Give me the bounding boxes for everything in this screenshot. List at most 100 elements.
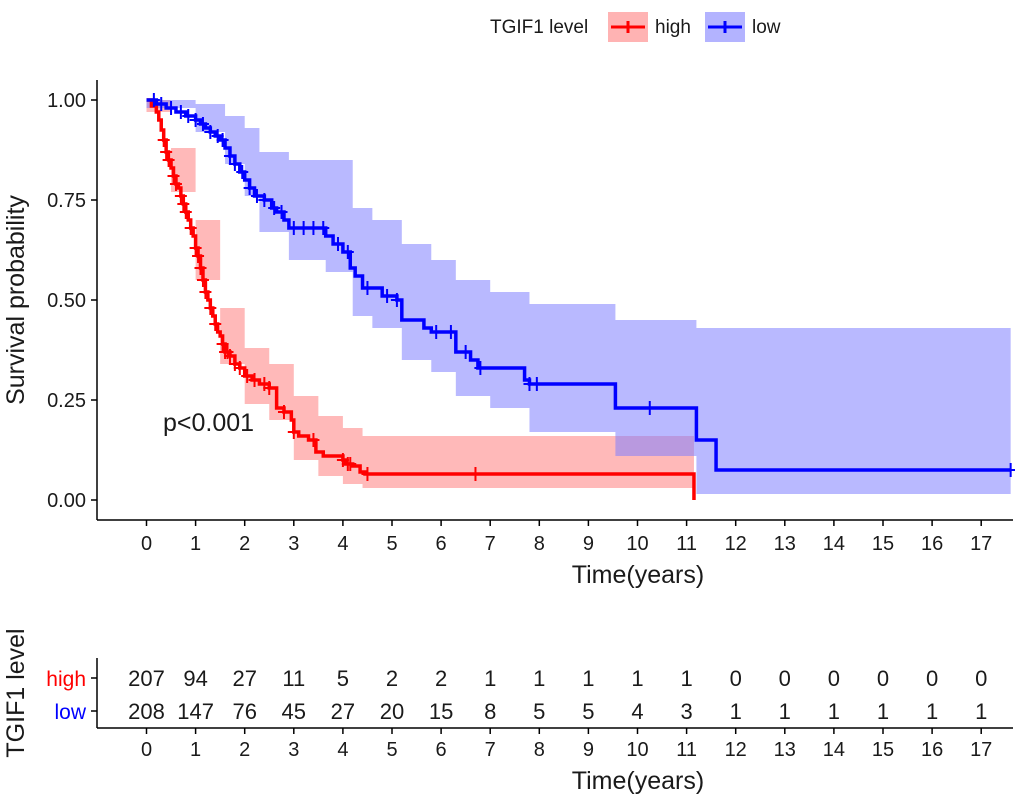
risk-cell-high: 0 <box>975 666 987 691</box>
censor-mark-low <box>459 345 472 359</box>
y-tick-label: 0.75 <box>47 190 86 212</box>
risk-cell-low: 1 <box>975 699 987 724</box>
risk-cell-low: 76 <box>232 699 256 724</box>
risk-cell-high: 27 <box>232 666 256 691</box>
censor-mark-high <box>184 221 197 235</box>
x-tick-label: 7 <box>485 533 496 555</box>
censor-mark-low <box>174 105 187 119</box>
risk-cell-high: 0 <box>779 666 791 691</box>
x-tick-label: 8 <box>534 533 545 555</box>
risk-x-tick-label: 2 <box>239 739 250 761</box>
censor-mark-high <box>192 249 205 263</box>
censor-mark-low <box>275 205 288 219</box>
x-tick-label: 13 <box>774 533 796 555</box>
risk-cell-low: 147 <box>177 699 214 724</box>
risk-x-tick-label: 5 <box>386 739 397 761</box>
risk-cell-high: 0 <box>730 666 742 691</box>
censor-mark-high <box>307 433 320 447</box>
risk-cell-low: 4 <box>631 699 643 724</box>
risk-cell-high: 94 <box>183 666 207 691</box>
censor-mark-low <box>643 401 656 415</box>
risk-x-tick-label: 12 <box>725 739 747 761</box>
confidence-bands <box>146 100 1011 494</box>
risk-x-tick-label: 0 <box>141 739 152 761</box>
risk-cell-low: 3 <box>680 699 692 724</box>
risk-cell-high: 207 <box>128 666 165 691</box>
censor-mark-high <box>277 405 290 419</box>
censor-mark-low <box>361 281 374 295</box>
censor-mark-high <box>209 317 222 331</box>
censor-mark-high <box>189 241 202 255</box>
risk-x-tick-label: 14 <box>823 739 845 761</box>
legend-title: TGIF1 level <box>490 17 588 38</box>
censor-mark-low <box>381 289 394 303</box>
risk-x-tick-label: 16 <box>921 739 943 761</box>
censor-mark-high <box>361 467 374 481</box>
risk-cell-low: 5 <box>533 699 545 724</box>
censor-mark-low <box>228 157 241 171</box>
risk-x-tick-label: 3 <box>288 739 299 761</box>
censor-mark-low <box>430 325 443 339</box>
risk-x-tick-label: 8 <box>534 739 545 761</box>
risk-row-label-low: low <box>54 701 86 724</box>
risk-cell-low: 1 <box>730 699 742 724</box>
censor-mark-low <box>196 117 209 131</box>
censor-mark-low <box>182 109 195 123</box>
x-tick-label: 0 <box>141 533 152 555</box>
risk-cell-low: 45 <box>282 699 306 724</box>
censor-mark-high <box>179 205 192 219</box>
confidence-band-high <box>146 100 694 488</box>
x-tick-label: 16 <box>921 533 943 555</box>
censor-mark-high <box>287 425 300 439</box>
y-tick-label: 1.00 <box>47 90 86 112</box>
x-tick-label: 3 <box>288 533 299 555</box>
risk-cell-low: 1 <box>877 699 889 724</box>
risk-cell-high: 1 <box>631 666 643 691</box>
censor-mark-high <box>223 349 236 363</box>
censor-marks <box>147 93 1015 481</box>
x-tick-label: 5 <box>386 533 397 555</box>
censor-mark-high <box>177 197 190 211</box>
censor-mark-high <box>160 145 173 159</box>
risk-x-tick-label: 9 <box>583 739 594 761</box>
x-ticks: 0 1 2 3 4 5 6 7 8 9 10 11 12 13 14 15 16 17 <box>141 520 992 555</box>
risk-table-row-labels: high low <box>46 668 97 724</box>
censor-mark-high <box>196 273 209 287</box>
x-tick-label: 4 <box>337 533 348 555</box>
censor-mark-low <box>236 165 249 179</box>
risk-cell-high: 0 <box>926 666 938 691</box>
risk-x-axis-title: Time(years) <box>572 767 704 795</box>
censor-mark-low <box>317 221 330 235</box>
y-ticks: 0.00 0.25 0.50 0.75 1.00 <box>47 90 97 512</box>
censor-mark-low <box>243 181 256 195</box>
risk-x-tick-label: 13 <box>774 739 796 761</box>
risk-x-tick-label: 1 <box>190 739 201 761</box>
censor-mark-low <box>444 325 457 339</box>
risk-x-tick-label: 11 <box>676 739 697 761</box>
legend-label-high: high <box>655 17 691 38</box>
risk-cell-high: 0 <box>828 666 840 691</box>
risk-x-tick-label: 17 <box>970 739 992 761</box>
x-tick-label: 12 <box>725 533 747 555</box>
censor-mark-low <box>165 101 178 115</box>
risk-cell-low: 8 <box>484 699 496 724</box>
x-tick-label: 6 <box>436 533 447 555</box>
risk-cell-low: 1 <box>926 699 938 724</box>
censor-mark-high <box>216 337 229 351</box>
risk-x-tick-label: 6 <box>436 739 447 761</box>
censor-mark-low <box>474 361 487 375</box>
risk-cell-low: 208 <box>128 699 165 724</box>
censor-mark-low <box>204 125 217 139</box>
x-tick-label: 9 <box>583 533 594 555</box>
risk-cell-low: 1 <box>779 699 791 724</box>
confidence-band-low <box>146 100 1011 494</box>
x-axis-title: Time(years) <box>572 561 704 589</box>
censor-mark-high <box>248 373 261 387</box>
risk-cell-high: 0 <box>877 666 889 691</box>
censor-mark-high <box>194 261 207 275</box>
survival-curve-high <box>146 98 696 500</box>
censor-mark-low <box>258 193 271 207</box>
censor-mark-high <box>157 133 170 147</box>
survival-curves <box>146 98 1011 500</box>
